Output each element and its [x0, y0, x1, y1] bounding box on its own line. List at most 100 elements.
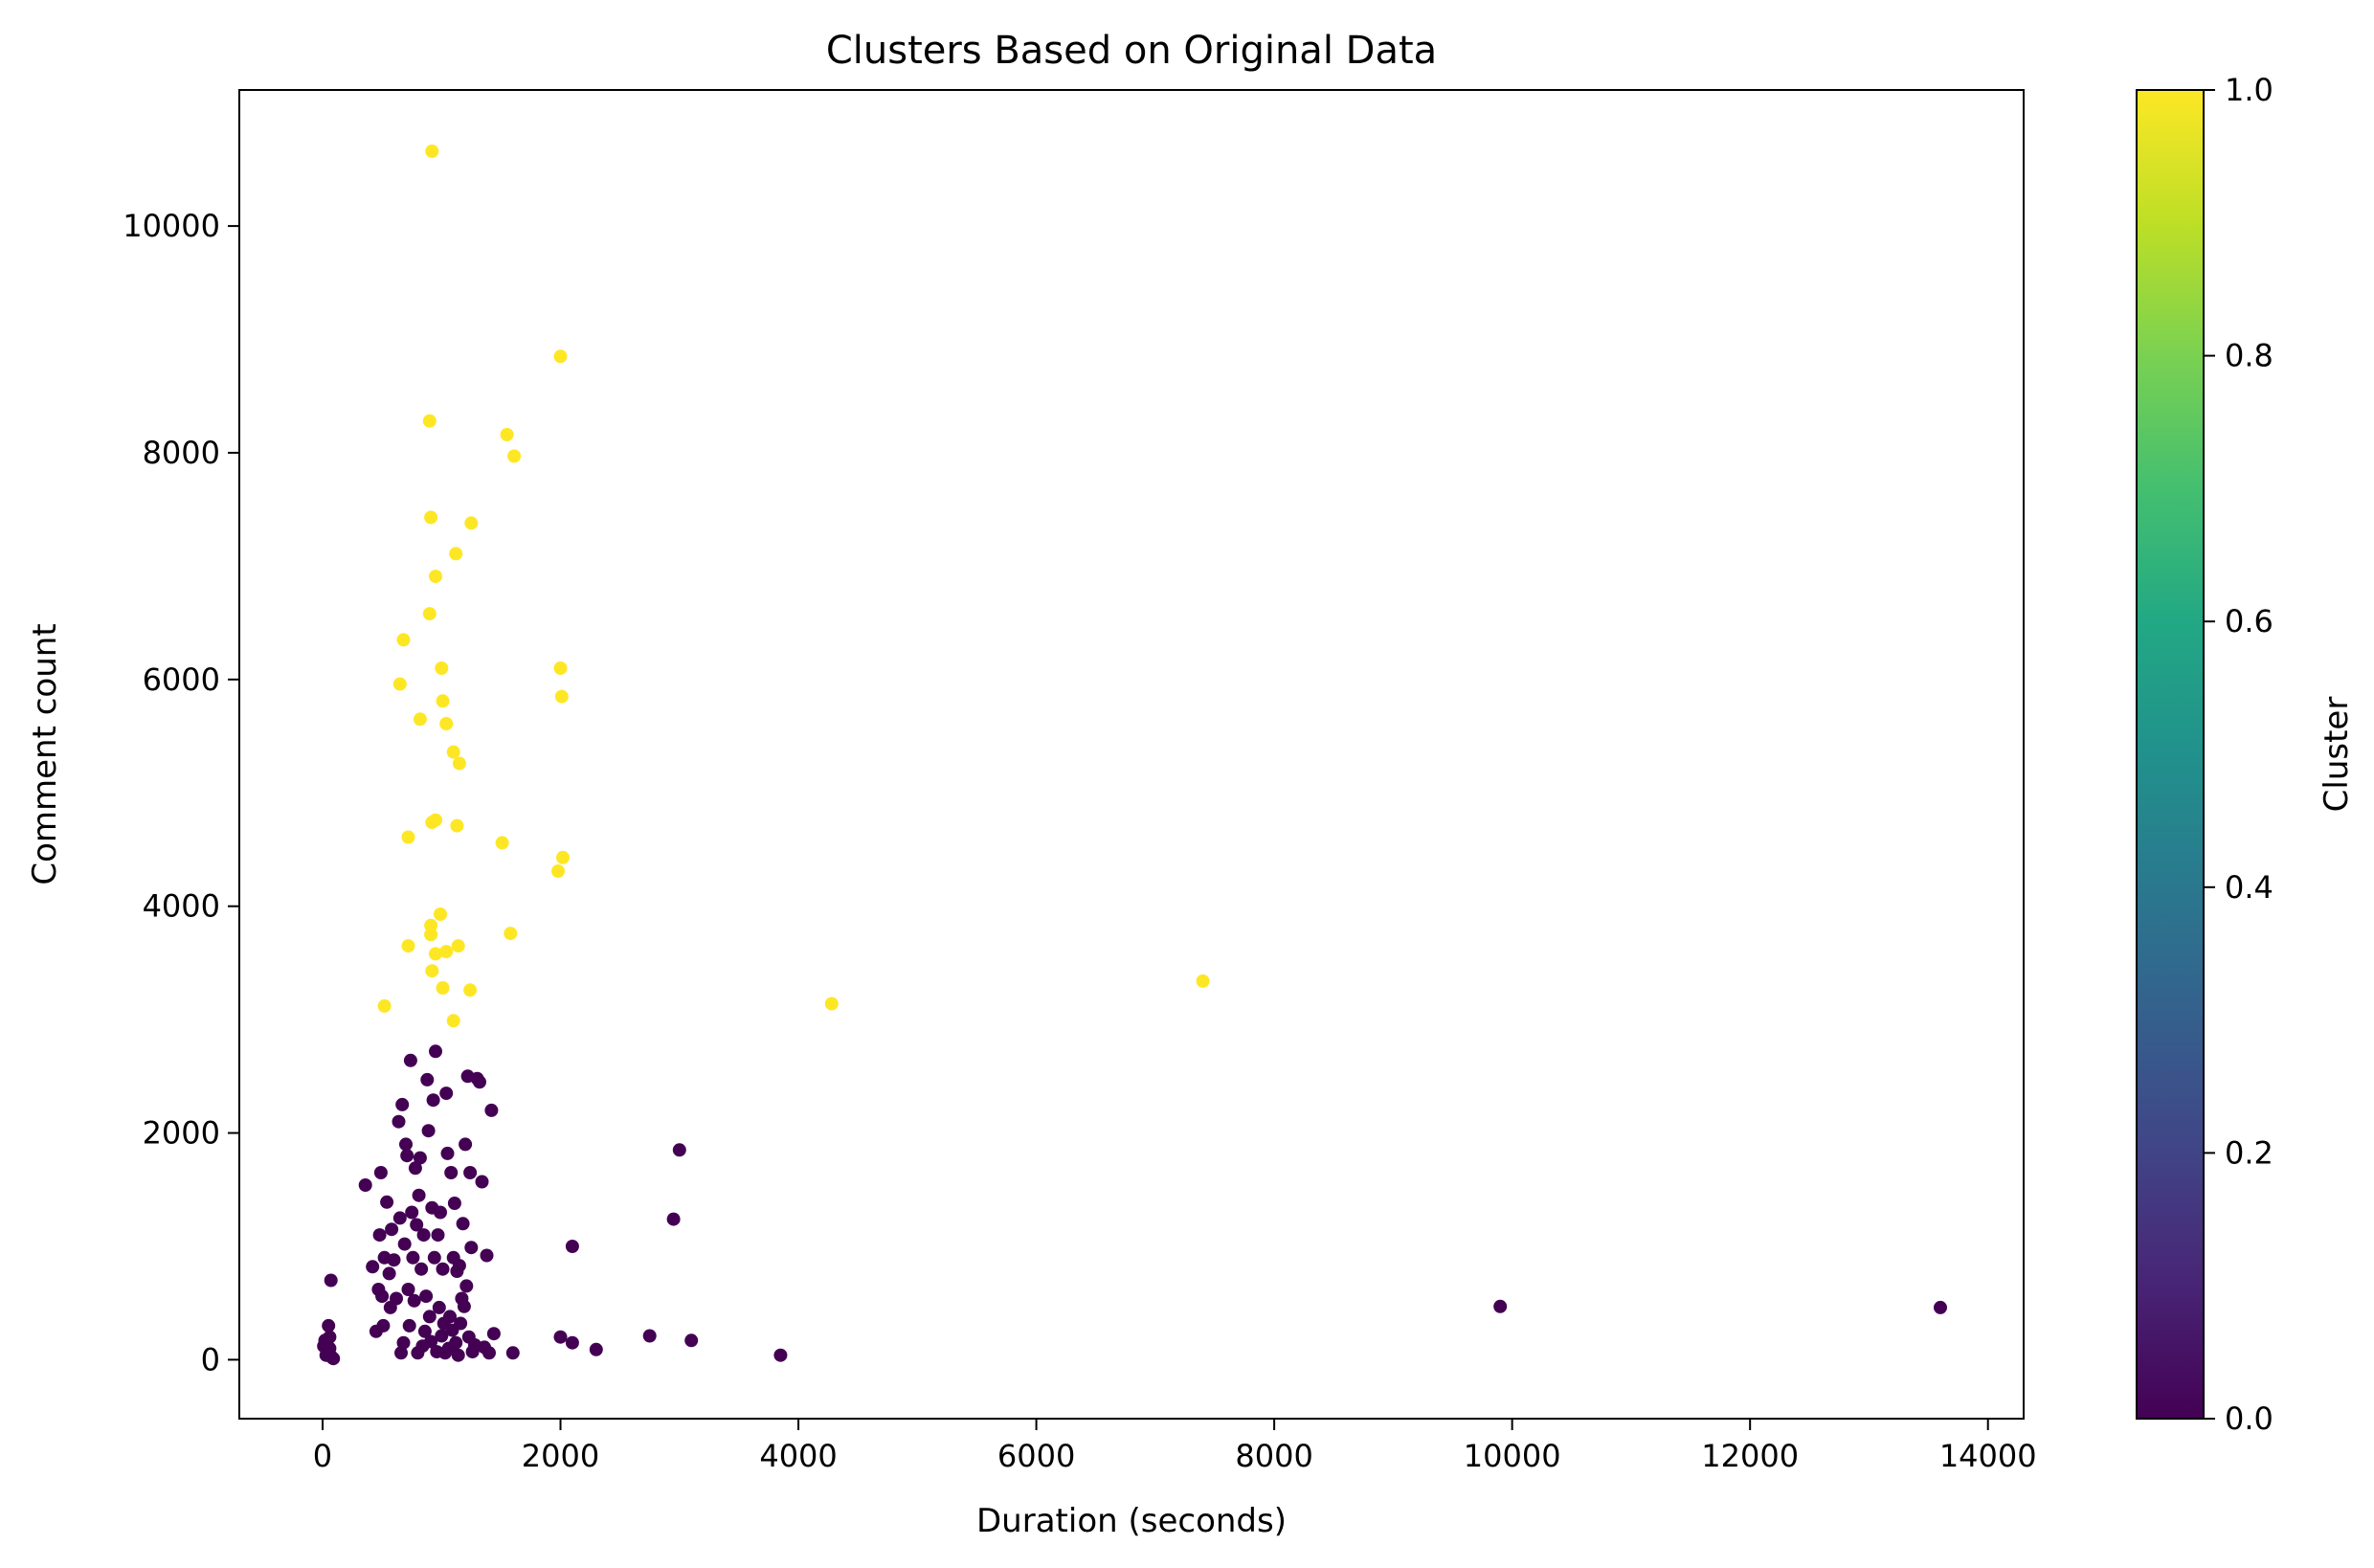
data-point-cluster-0 [672, 1143, 686, 1157]
data-point-cluster-0 [435, 1329, 449, 1343]
data-point-cluster-0 [410, 1218, 424, 1232]
data-point-cluster-0 [1934, 1300, 1947, 1314]
data-point-cluster-0 [373, 1166, 388, 1179]
data-point-cluster-0 [394, 1346, 408, 1360]
data-point-cluster-0 [426, 1093, 440, 1108]
data-point-cluster-0 [422, 1310, 437, 1324]
data-point-cluster-0 [417, 1324, 432, 1338]
data-point-cluster-0 [436, 1262, 450, 1276]
data-point-cluster-1 [551, 864, 565, 878]
data-point-cluster-1 [451, 939, 465, 953]
data-point-cluster-1 [495, 836, 509, 850]
data-point-cluster-0 [324, 1273, 338, 1288]
colorbar-tick-label: 0.2 [2225, 1134, 2273, 1171]
data-point-cluster-0 [413, 1151, 427, 1165]
data-point-cluster-1 [436, 694, 450, 708]
data-point-cluster-1 [439, 945, 454, 959]
data-point-cluster-0 [408, 1161, 422, 1176]
plot-area [238, 89, 2025, 1420]
x-tick-label: 8000 [1235, 1438, 1312, 1474]
data-point-cluster-0 [443, 1310, 457, 1324]
y-tick-label: 4000 [143, 888, 220, 925]
data-point-cluster-0 [380, 1195, 394, 1209]
data-point-cluster-0 [414, 1262, 429, 1276]
data-point-cluster-0 [457, 1299, 471, 1313]
colorbar-tick-label: 0.4 [2225, 869, 2273, 906]
data-point-cluster-0 [565, 1335, 579, 1350]
data-point-cluster-1 [435, 661, 449, 675]
data-point-cluster-0 [405, 1205, 419, 1220]
data-point-cluster-0 [482, 1346, 496, 1360]
data-point-cluster-1 [507, 449, 522, 463]
data-point-cluster-1 [554, 689, 569, 704]
data-point-cluster-0 [392, 1114, 406, 1129]
data-point-cluster-0 [434, 1205, 447, 1220]
data-point-cluster-0 [387, 1253, 401, 1267]
data-point-cluster-1 [392, 677, 407, 691]
data-point-cluster-1 [401, 939, 415, 953]
colorbar-gradient [2136, 89, 2205, 1420]
data-point-cluster-1 [452, 756, 466, 771]
x-axis: 0 2000 4000 6000 8000 10000 12000 14000 [313, 1419, 2037, 1474]
data-point-cluster-0 [484, 1103, 499, 1117]
data-point-cluster-0 [480, 1248, 494, 1263]
data-point-cluster-0 [416, 1228, 431, 1243]
data-point-cluster-0 [401, 1283, 415, 1296]
data-point-cluster-0 [402, 1318, 416, 1333]
data-point-cluster-0 [407, 1293, 421, 1308]
data-point-cluster-0 [1493, 1299, 1508, 1313]
data-point-cluster-1 [413, 712, 427, 727]
data-point-cluster-0 [424, 1334, 438, 1349]
data-point-cluster-0 [322, 1318, 336, 1333]
colorbar: 0.0 0.2 0.4 0.6 0.8 1.0 Cluster [2136, 72, 2356, 1437]
data-point-cluster-0 [439, 1086, 454, 1101]
data-point-cluster-0 [372, 1228, 387, 1243]
data-point-cluster-0 [419, 1289, 434, 1304]
data-point-cluster-1 [429, 813, 442, 827]
y-axis: 0 2000 4000 6000 8000 10000 [123, 208, 239, 1378]
data-point-cluster-0 [454, 1316, 468, 1331]
data-point-cluster-1 [429, 570, 442, 584]
data-point-cluster-0 [375, 1289, 390, 1304]
x-tick-label: 6000 [997, 1438, 1075, 1474]
data-point-cluster-0 [431, 1228, 445, 1243]
y-tick-label: 0 [201, 1341, 220, 1378]
x-axis-label: Duration (seconds) [976, 1502, 1287, 1540]
data-point-cluster-0 [323, 1330, 337, 1344]
data-point-cluster-0 [396, 1335, 411, 1350]
data-point-cluster-0 [463, 1166, 478, 1179]
data-point-cluster-0 [565, 1240, 579, 1253]
data-point-cluster-0 [421, 1124, 436, 1138]
y-tick-label: 6000 [143, 661, 220, 698]
data-point-cluster-1 [556, 850, 570, 864]
data-point-cluster-0 [642, 1329, 657, 1343]
data-point-cluster-0 [451, 1348, 465, 1362]
x-tick-label: 10000 [1464, 1438, 1561, 1474]
data-point-cluster-0 [432, 1300, 446, 1314]
data-point-cluster-0 [403, 1053, 417, 1067]
data-point-cluster-1 [446, 1014, 460, 1028]
x-tick-label: 12000 [1701, 1438, 1799, 1474]
data-point-cluster-1 [429, 947, 442, 961]
data-point-cluster-1 [396, 633, 411, 647]
data-point-cluster-1 [1196, 974, 1210, 988]
data-point-cluster-0 [589, 1342, 603, 1356]
y-tick-label: 10000 [123, 208, 220, 244]
data-point-cluster-0 [406, 1250, 420, 1265]
data-point-cluster-0 [449, 1335, 463, 1350]
data-point-cluster-1 [449, 547, 463, 561]
data-point-cluster-1 [422, 607, 437, 621]
x-tick-label: 4000 [759, 1438, 837, 1474]
colorbar-tick-label: 0.6 [2225, 603, 2273, 639]
y-axis-label: Comment count [26, 623, 64, 885]
data-point-cluster-0 [459, 1279, 474, 1293]
x-tick-label: 0 [313, 1438, 332, 1474]
data-point-cluster-1 [425, 964, 439, 978]
data-point-cluster-0 [505, 1346, 520, 1360]
data-point-cluster-1 [446, 745, 460, 759]
data-point-cluster-1 [463, 983, 478, 997]
data-point-cluster-0 [412, 1188, 426, 1202]
data-point-cluster-1 [377, 998, 392, 1013]
data-point-cluster-1 [504, 927, 518, 941]
